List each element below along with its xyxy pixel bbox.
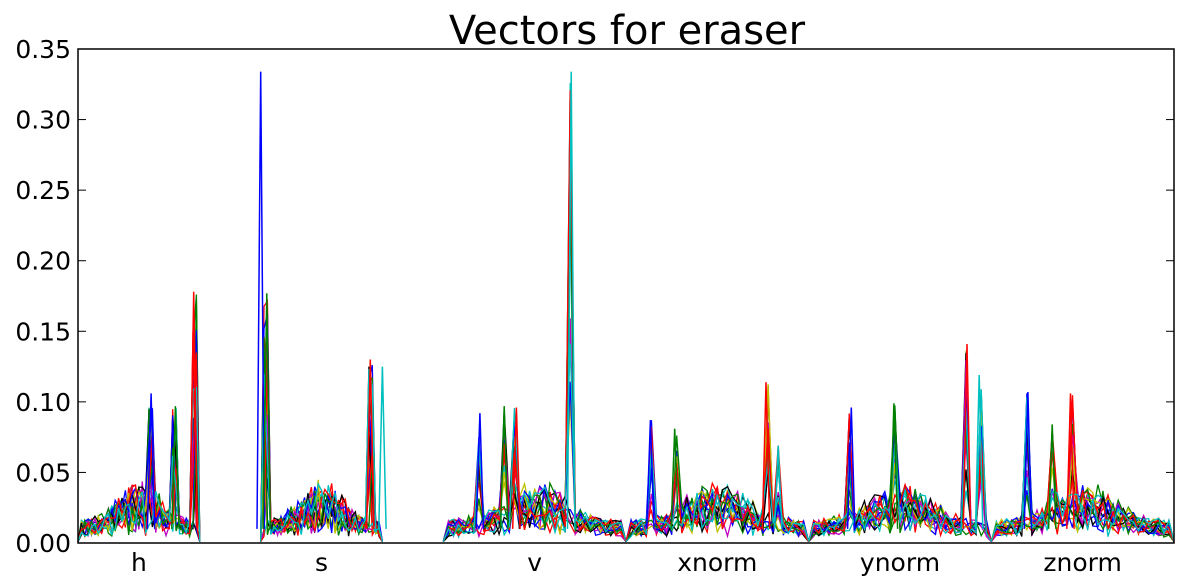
series-line-h [77, 352, 201, 542]
peak-line-ynorm [962, 343, 972, 529]
series-line-v [442, 82, 627, 542]
peak-line-v [475, 413, 485, 529]
series-line-s [260, 349, 383, 542]
peak-line-v [511, 407, 521, 529]
series-line-v [442, 114, 627, 542]
y-tick-label: 0.20 [15, 247, 71, 276]
peak-line-ynorm [846, 407, 856, 529]
peak-line-s [256, 71, 266, 529]
peak-line-xnorm [761, 382, 771, 529]
peak-line-s [378, 366, 387, 529]
y-tick-label: 0.35 [15, 35, 71, 64]
x-tick-label-xnorm: xnorm [677, 548, 757, 577]
x-tick-label-v: v [527, 548, 542, 577]
y-tick-label: 0.00 [15, 529, 71, 558]
series-line-s [260, 344, 384, 542]
series-line-s [260, 337, 384, 542]
x-tick-label-h: h [131, 548, 147, 577]
x-tick-label-ynorm: ynorm [860, 548, 940, 577]
series-line-znorm [990, 397, 1175, 542]
series-line-v [442, 94, 627, 542]
series-line-v [442, 170, 627, 542]
peak-line-h [171, 406, 180, 529]
series-line-v [442, 90, 627, 542]
y-tick-label: 0.10 [15, 388, 71, 417]
y-tick-label: 0.25 [15, 176, 71, 205]
peak-line-znorm [1066, 393, 1075, 529]
series-line-s [260, 362, 383, 542]
peak-line-h [189, 291, 199, 529]
peak-line-s [262, 293, 272, 529]
peak-line-ynorm [974, 374, 984, 529]
plot-frame [77, 48, 1175, 544]
peak-line-xnorm [773, 445, 783, 529]
peak-line-znorm [1023, 391, 1033, 529]
series-line-s [260, 368, 384, 542]
peak-line-s [365, 359, 375, 529]
peak-line-v [566, 71, 576, 529]
x-tick-label-znorm: znorm [1043, 548, 1121, 577]
peak-line-znorm [1047, 424, 1057, 529]
y-tick-label: 0.05 [15, 458, 71, 487]
y-axis: 0.00 0.05 0.10 0.15 0.20 0.25 0.30 0.35 [15, 35, 1174, 558]
series-line-v [442, 318, 627, 542]
series-line-v [442, 343, 627, 542]
series-line-v [442, 156, 627, 542]
x-tick-label-s: s [315, 548, 328, 577]
y-tick-label: 0.30 [15, 106, 71, 135]
series-line-s [260, 336, 383, 542]
peak-line-xnorm [645, 420, 655, 529]
series-line-ynorm [808, 390, 992, 542]
series-line-s [260, 485, 384, 542]
peak-line-ynorm [889, 403, 899, 529]
peak-line-h [146, 393, 156, 529]
x-axis: h s v xnorm ynorm znorm [131, 548, 1122, 577]
series-line-znorm [990, 397, 1175, 542]
series-line-znorm [990, 397, 1175, 542]
chart-title: Vectors for eraser [449, 8, 806, 54]
y-tick-label: 0.15 [15, 317, 71, 346]
peak-line-xnorm [670, 428, 680, 529]
series-line-xnorm [625, 446, 810, 543]
peak-line-v [499, 406, 509, 529]
series-layer [77, 71, 1175, 543]
